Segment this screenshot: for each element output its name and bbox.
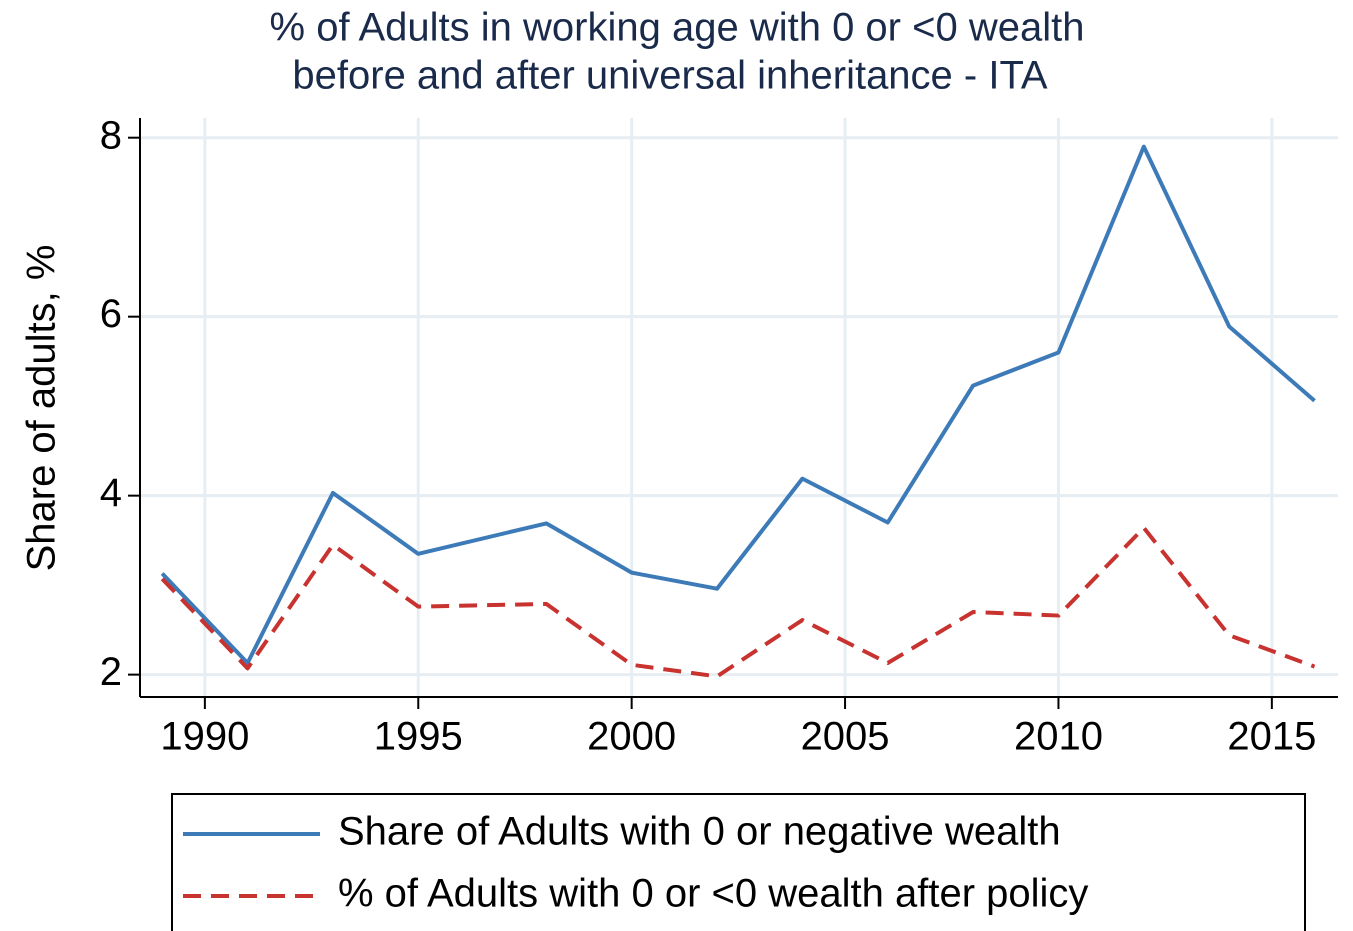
y-tick-label: 4 bbox=[100, 471, 122, 515]
x-tick-label: 1995 bbox=[374, 715, 463, 759]
y-tick-label: 6 bbox=[100, 292, 122, 336]
chart-title: % of Adults in working age with 0 or <0 … bbox=[270, 6, 1085, 50]
y-tick-label: 2 bbox=[100, 650, 122, 694]
chart-title: before and after universal inheritance -… bbox=[292, 54, 1048, 98]
legend-box bbox=[171, 793, 1306, 931]
x-tick-label: 1990 bbox=[160, 715, 249, 759]
x-tick-label: 2005 bbox=[801, 715, 890, 759]
legend-label: % of Adults with 0 or <0 wealth after po… bbox=[338, 872, 1088, 916]
y-axis-label: Share of adults, % bbox=[20, 245, 64, 572]
y-tick-label: 8 bbox=[100, 113, 122, 157]
series-line bbox=[160, 525, 1316, 679]
series-line bbox=[160, 144, 1316, 665]
x-tick-label: 2000 bbox=[587, 715, 676, 759]
x-tick-label: 2015 bbox=[1227, 715, 1316, 759]
x-tick-label: 2010 bbox=[1014, 715, 1103, 759]
legend-label: Share of Adults with 0 or negative wealt… bbox=[338, 810, 1061, 854]
